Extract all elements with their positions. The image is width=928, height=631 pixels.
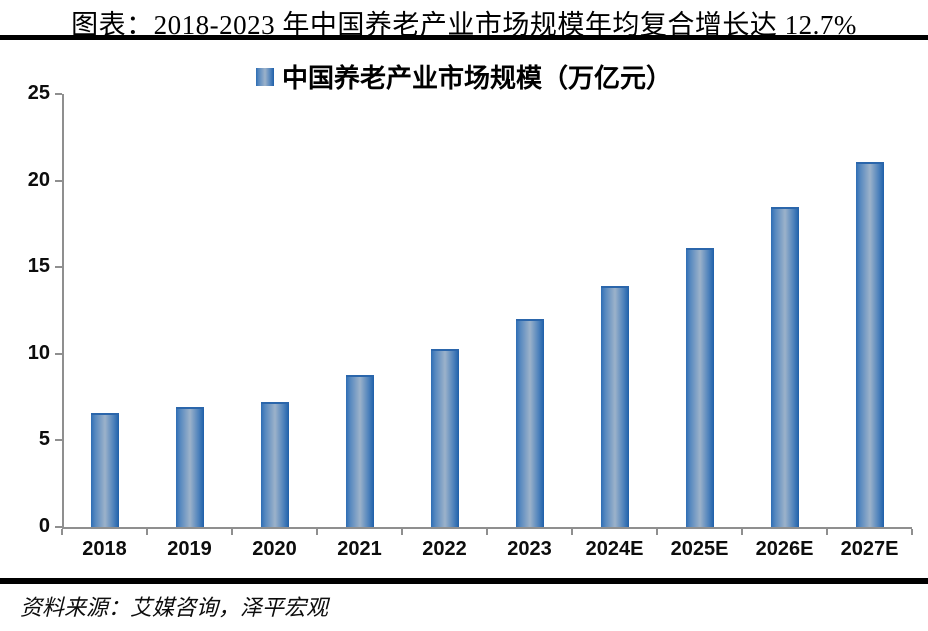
x-axis-line bbox=[62, 527, 912, 529]
bar-2024E bbox=[600, 286, 629, 527]
x-axis-tick bbox=[401, 529, 403, 535]
bar-2020 bbox=[260, 402, 289, 527]
y-axis-tick bbox=[55, 266, 62, 269]
x-axis-tick bbox=[571, 529, 573, 535]
x-tick-label: 2024E bbox=[585, 538, 644, 560]
x-axis-tick bbox=[826, 529, 828, 535]
bottom-divider-rule bbox=[0, 578, 928, 584]
source-note: 资料来源：艾媒咨询，泽平宏观 bbox=[20, 595, 329, 620]
bar-2018 bbox=[90, 412, 119, 527]
bar-2025E bbox=[685, 248, 714, 527]
x-tick-label: 2019 bbox=[167, 538, 212, 560]
bar-2021 bbox=[345, 374, 374, 527]
y-tick-label: 10 bbox=[27, 341, 50, 364]
x-axis-tick bbox=[231, 529, 233, 535]
x-axis-tick bbox=[61, 529, 63, 535]
x-axis-tick bbox=[316, 529, 318, 535]
y-axis-tick bbox=[55, 526, 62, 528]
bar-2027E bbox=[855, 161, 884, 527]
y-tick-label: 20 bbox=[27, 168, 50, 191]
y-tick-label: 15 bbox=[27, 255, 50, 278]
x-axis-tick bbox=[146, 529, 148, 535]
x-tick-label: 2020 bbox=[252, 538, 297, 560]
top-divider-rule bbox=[0, 35, 928, 40]
x-axis-tick bbox=[741, 529, 743, 535]
x-axis-tick bbox=[656, 529, 658, 535]
legend-swatch-icon bbox=[255, 67, 274, 86]
x-tick-label: 2021 bbox=[337, 538, 382, 560]
y-axis-line bbox=[62, 94, 64, 529]
bar-2023 bbox=[515, 319, 544, 527]
x-tick-label: 2025E bbox=[670, 538, 729, 560]
x-axis-tick bbox=[486, 529, 488, 535]
bar-2019 bbox=[175, 407, 204, 527]
x-tick-label: 2018 bbox=[82, 538, 127, 560]
x-tick-label: 2023 bbox=[507, 538, 552, 560]
bar-2022 bbox=[430, 348, 459, 527]
y-axis-tick bbox=[55, 179, 62, 182]
legend-label: 中国养老产业市场规模（万亿元） bbox=[281, 64, 672, 93]
x-tick-label: 2022 bbox=[422, 538, 467, 560]
x-tick-label: 2027E bbox=[840, 538, 899, 560]
x-tick-label: 2026E bbox=[755, 538, 814, 560]
y-tick-label: 5 bbox=[38, 428, 50, 451]
y-axis-tick bbox=[55, 439, 62, 442]
y-axis-tick bbox=[55, 93, 62, 95]
x-axis-tick bbox=[911, 529, 913, 535]
y-tick-label: 25 bbox=[27, 82, 50, 104]
y-tick-label: 0 bbox=[38, 515, 50, 537]
bar-2026E bbox=[770, 206, 799, 527]
y-axis-tick bbox=[55, 352, 62, 355]
chart-legend: 中国养老产业市场规模（万亿元） bbox=[0, 58, 928, 95]
